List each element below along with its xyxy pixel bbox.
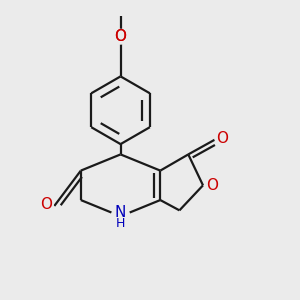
Circle shape bbox=[112, 207, 130, 225]
Circle shape bbox=[39, 197, 53, 212]
Text: N: N bbox=[115, 205, 126, 220]
Circle shape bbox=[215, 131, 229, 145]
Text: H: H bbox=[116, 217, 125, 230]
Circle shape bbox=[205, 178, 219, 193]
Text: O: O bbox=[216, 131, 228, 146]
Text: O: O bbox=[206, 178, 218, 193]
Circle shape bbox=[113, 29, 128, 44]
Circle shape bbox=[113, 29, 128, 44]
Text: O: O bbox=[115, 29, 127, 44]
Text: O: O bbox=[40, 197, 52, 212]
Text: O: O bbox=[115, 29, 127, 44]
